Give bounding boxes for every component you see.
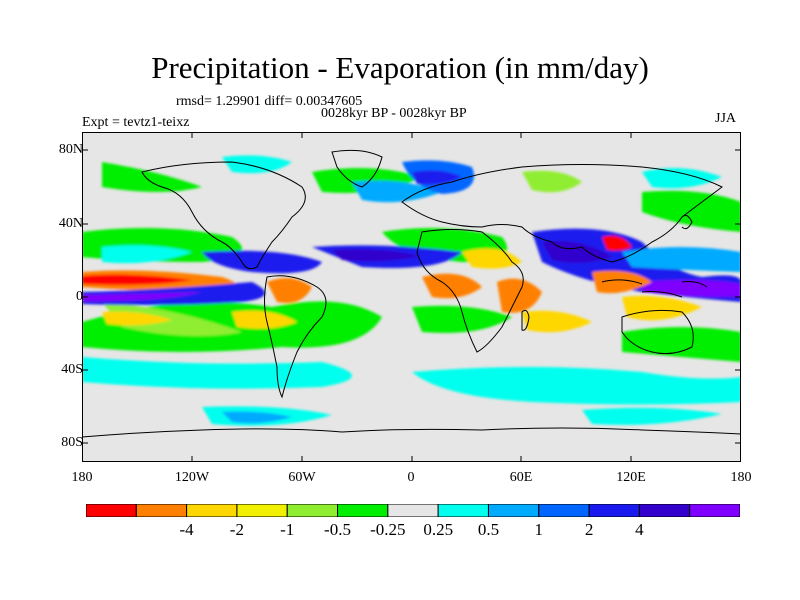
colorbar-label: -4 bbox=[179, 520, 194, 539]
experiment-label: Expt = tevtz1-teixz bbox=[82, 115, 190, 130]
field-patch bbox=[82, 274, 192, 285]
field-patch bbox=[412, 305, 512, 333]
coastline-north-america bbox=[141, 161, 306, 270]
field-patch bbox=[522, 310, 592, 333]
colorbar-swatch bbox=[387, 504, 439, 517]
colorbar-swatch bbox=[186, 504, 238, 517]
field-patch bbox=[232, 310, 297, 329]
pe-field bbox=[82, 155, 741, 426]
field-patch bbox=[422, 273, 482, 299]
lon-label-0: 0 bbox=[407, 470, 415, 485]
field-patch bbox=[102, 311, 172, 326]
colorbar-label: 0.25 bbox=[423, 520, 454, 539]
lat-label-40n: 40N bbox=[58, 216, 83, 231]
colorbar-label: 2 bbox=[584, 520, 594, 539]
field-patch bbox=[222, 155, 292, 174]
lon-label-60e: 60E bbox=[509, 470, 533, 485]
colorbar-swatch bbox=[437, 504, 489, 517]
field-patch bbox=[82, 292, 202, 302]
lat-label-80s: 80S bbox=[61, 435, 83, 450]
field-patch bbox=[622, 247, 741, 272]
coastline-japan bbox=[681, 214, 693, 230]
coastline-antarctica bbox=[82, 427, 741, 438]
field-patch bbox=[102, 302, 242, 336]
coastline-africa bbox=[416, 229, 524, 353]
lat-label-80n: 80N bbox=[58, 142, 83, 157]
axis-ticks bbox=[82, 132, 741, 462]
colorbar-swatch bbox=[337, 504, 389, 517]
lat-label-40s: 40S bbox=[61, 362, 83, 377]
field-patch bbox=[642, 168, 722, 189]
colorbar-label: 0.5 bbox=[477, 520, 500, 539]
colorbar-label: 4 bbox=[635, 520, 644, 539]
colorbar bbox=[86, 504, 740, 517]
field-patch bbox=[602, 235, 632, 251]
colorbar-swatch bbox=[286, 504, 339, 517]
field-patch bbox=[412, 170, 462, 185]
coastline-greenland bbox=[331, 149, 383, 188]
colorbar-label: 1 bbox=[534, 520, 544, 539]
colorbar-swatch bbox=[588, 504, 640, 517]
colorbar-label: -0.25 bbox=[370, 520, 406, 539]
world-map bbox=[82, 132, 741, 462]
coastlines bbox=[82, 149, 741, 438]
colorbar-swatch bbox=[638, 504, 691, 517]
lon-label-180w: 180 bbox=[71, 470, 93, 485]
colorbar-swatch bbox=[538, 504, 590, 517]
field-patch bbox=[582, 407, 722, 425]
coastline-madagascar bbox=[521, 309, 530, 331]
field-patch bbox=[622, 327, 741, 362]
field-patch bbox=[222, 411, 292, 424]
colorbar-swatch bbox=[86, 504, 137, 517]
lat-label-0: 0 bbox=[76, 289, 83, 304]
lon-label-180e: 180 bbox=[730, 470, 752, 485]
field-patch bbox=[82, 357, 352, 389]
colorbar-swatch bbox=[689, 504, 740, 517]
coastline-south-america bbox=[264, 275, 327, 399]
field-patch bbox=[412, 367, 741, 405]
colorbar-label: -2 bbox=[229, 520, 244, 539]
field-patch bbox=[267, 278, 312, 303]
period-label: 0028kyr BP - 0028kyr BP bbox=[321, 106, 467, 121]
field-patch bbox=[642, 190, 741, 232]
field-patch bbox=[352, 180, 442, 203]
rmsd-diff-stats: rmsd= 1.29901 diff= 0.00347605 bbox=[176, 94, 363, 109]
field-patch bbox=[332, 249, 422, 262]
colorbar-swatch bbox=[487, 504, 540, 517]
colorbar-label: -0.5 bbox=[324, 520, 351, 539]
field-patch bbox=[622, 295, 702, 321]
season-label: JJA bbox=[715, 111, 737, 126]
coastline-australia bbox=[621, 309, 694, 355]
field-patch bbox=[497, 278, 542, 313]
colorbar-label: -1 bbox=[280, 520, 295, 539]
field-patch bbox=[522, 170, 582, 193]
coastline-eurasia bbox=[401, 164, 723, 263]
field-patch bbox=[202, 250, 322, 274]
colorbar-swatch bbox=[135, 504, 188, 517]
field-patch bbox=[592, 270, 652, 294]
lon-label-120w: 120W bbox=[174, 470, 210, 485]
map-title: Precipitation - Evaporation (in mm/day) bbox=[151, 50, 649, 85]
lon-label-120e: 120E bbox=[616, 470, 646, 485]
coastline-maritime-continent bbox=[601, 279, 708, 298]
lon-label-60w: 60W bbox=[288, 470, 316, 485]
field-patch bbox=[462, 248, 522, 269]
colorbar-swatch bbox=[236, 504, 288, 517]
field-patch bbox=[102, 245, 192, 264]
field-patch bbox=[102, 162, 202, 192]
